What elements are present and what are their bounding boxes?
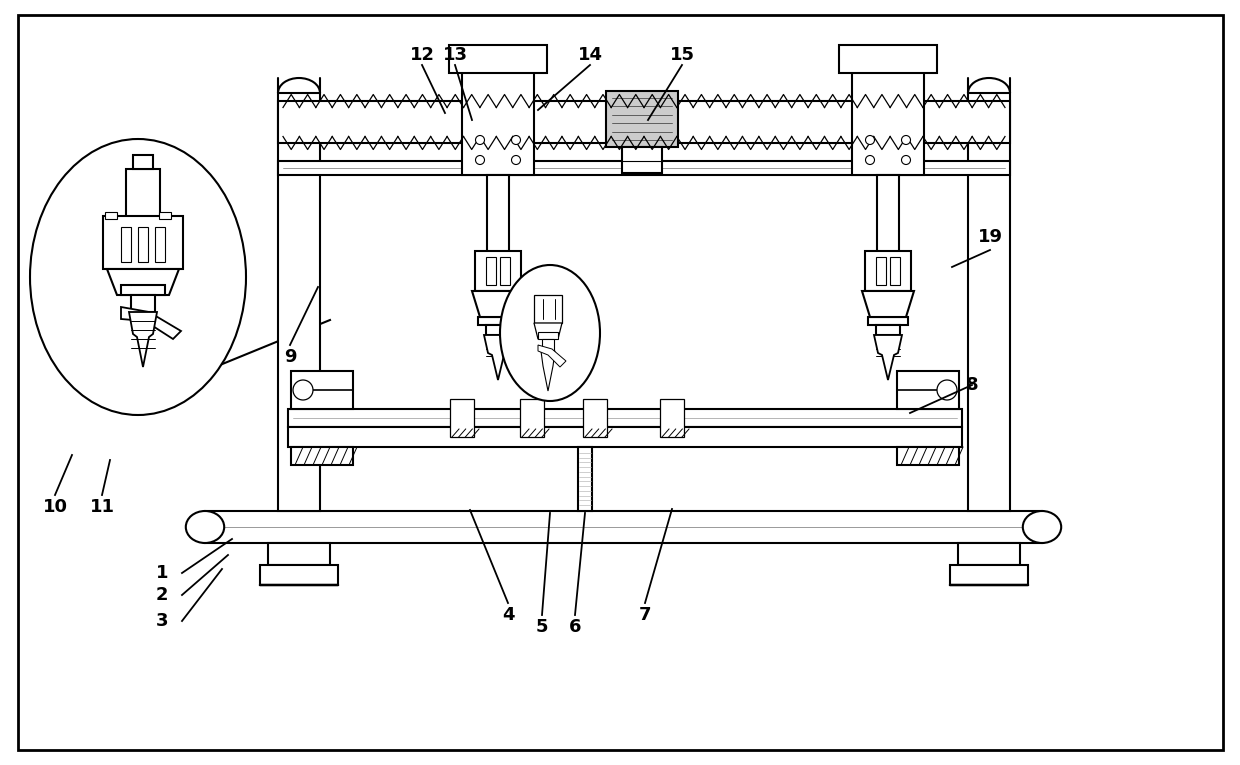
Polygon shape [129, 312, 157, 367]
Bar [291, 371, 353, 409]
Bar [660, 399, 684, 437]
Bar [138, 227, 148, 262]
Bar [477, 317, 518, 325]
Bar [897, 371, 959, 409]
Circle shape [866, 135, 874, 145]
Text: 14: 14 [578, 46, 603, 64]
Circle shape [511, 135, 521, 145]
Bar [278, 93, 320, 511]
Text: 11: 11 [89, 498, 114, 516]
Circle shape [475, 135, 485, 145]
Polygon shape [107, 269, 179, 295]
Bar [868, 317, 908, 325]
Circle shape [937, 380, 957, 400]
Circle shape [901, 155, 910, 164]
Text: 5: 5 [536, 618, 548, 636]
Bar [950, 565, 1028, 585]
Bar [606, 91, 678, 147]
Bar [487, 175, 508, 253]
Polygon shape [122, 307, 181, 339]
Polygon shape [484, 335, 512, 380]
Bar [839, 45, 937, 73]
Circle shape [901, 135, 910, 145]
Bar [205, 511, 1042, 543]
Bar [877, 175, 899, 253]
Bar [475, 251, 521, 291]
Bar [131, 295, 155, 312]
Bar [866, 251, 911, 291]
Bar [105, 212, 117, 219]
Bar [278, 101, 1011, 143]
Bar [260, 565, 339, 585]
Bar [520, 399, 544, 437]
Polygon shape [538, 345, 565, 367]
Bar [291, 447, 353, 465]
Ellipse shape [186, 511, 224, 543]
Bar [122, 227, 131, 262]
Text: 4: 4 [502, 606, 515, 624]
Bar [103, 216, 184, 269]
Polygon shape [541, 351, 556, 391]
Circle shape [293, 380, 312, 400]
Text: 2: 2 [156, 586, 169, 604]
Bar [875, 257, 887, 285]
Text: 9: 9 [284, 348, 296, 366]
Text: 8: 8 [966, 376, 978, 394]
Text: 7: 7 [639, 606, 651, 624]
Bar [133, 155, 153, 169]
Bar [288, 427, 962, 447]
Bar [288, 409, 962, 427]
Bar [583, 399, 608, 437]
Ellipse shape [500, 265, 600, 401]
Text: 10: 10 [42, 498, 67, 516]
Text: 6: 6 [569, 618, 582, 636]
Ellipse shape [1023, 511, 1061, 543]
Bar [268, 543, 330, 565]
Bar [449, 45, 547, 73]
Bar [875, 325, 900, 335]
Circle shape [475, 155, 485, 164]
Bar [534, 295, 562, 323]
Bar [126, 169, 160, 217]
Text: 12: 12 [409, 46, 434, 64]
Text: 13: 13 [443, 46, 467, 64]
Text: 19: 19 [977, 228, 1002, 246]
Polygon shape [874, 335, 901, 380]
Bar [155, 227, 165, 262]
Bar [622, 147, 662, 173]
Bar [852, 69, 924, 175]
Text: 15: 15 [670, 46, 694, 64]
Bar [159, 212, 171, 219]
Bar [463, 69, 534, 175]
Bar [486, 257, 496, 285]
Ellipse shape [30, 139, 246, 415]
Bar [486, 325, 510, 335]
Bar [122, 285, 165, 295]
Circle shape [866, 155, 874, 164]
Bar [890, 257, 900, 285]
Bar [278, 161, 1011, 175]
Bar [897, 447, 959, 465]
Circle shape [511, 155, 521, 164]
Polygon shape [862, 291, 914, 317]
Bar [450, 399, 474, 437]
Text: 1: 1 [156, 564, 169, 582]
Polygon shape [534, 323, 562, 339]
Text: 3: 3 [156, 612, 169, 630]
Bar [968, 93, 1011, 511]
Bar [538, 332, 558, 339]
Bar [959, 543, 1021, 565]
Polygon shape [472, 291, 525, 317]
Bar [578, 447, 591, 511]
Bar [500, 257, 510, 285]
Bar [542, 339, 554, 351]
